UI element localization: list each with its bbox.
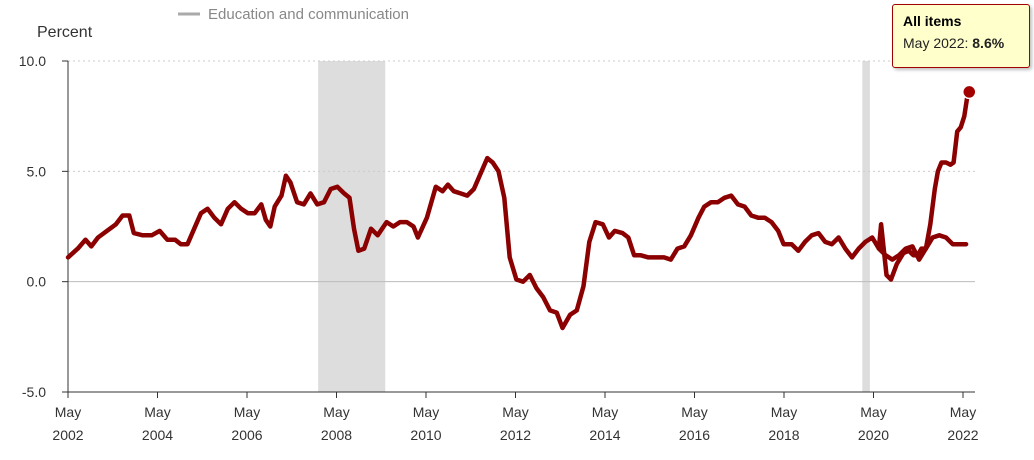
x-tick-label-month: May [681, 404, 707, 420]
x-tick-label-month: May [234, 404, 260, 420]
x-tick-label-year: 2006 [231, 427, 262, 443]
x-tick-label-year: 2020 [858, 427, 889, 443]
y-axis-label: Percent [37, 24, 93, 41]
x-tick-label-year: 2008 [321, 427, 352, 443]
y-tick-label: 5.0 [27, 163, 47, 179]
gridlines [68, 60, 975, 393]
x-tick-label-year: 2012 [500, 427, 531, 443]
x-tick-label-month: May [144, 404, 170, 420]
tooltip-title: All items [903, 13, 962, 29]
x-tick-label-month: May [55, 404, 81, 420]
legend: Education and communication [178, 6, 409, 23]
x-tick-label-month: May [771, 404, 797, 420]
tooltip-body: May 2022: 8.6% [903, 35, 1005, 51]
legend-label: Education and communication [208, 6, 409, 23]
y-tick-label: 10.0 [19, 53, 46, 69]
x-tick-label-year: 2016 [679, 427, 710, 443]
recession-band [862, 61, 870, 392]
x-tick-label-year: 2018 [768, 427, 799, 443]
x-tick-label-month: May [950, 404, 976, 420]
y-tick-label: 0.0 [27, 274, 47, 290]
tooltip-value: 8.6% [972, 35, 1005, 51]
x-tick-label-month: May [502, 404, 528, 420]
x-axis-ticks: May 2002 May 2004 May 2006 May 2008 May 2010 May 20… [52, 392, 979, 443]
x-tick-label-month: May [860, 404, 886, 420]
y-axis-ticks: 10.0 5.0 0.0 -5.0 [19, 53, 68, 400]
x-tick-label-year: 2010 [410, 427, 441, 443]
x-tick-label-month: May [592, 404, 618, 420]
tooltip: All items May 2022: 8.6% [892, 4, 1030, 68]
series-line-tail [876, 89, 972, 282]
x-tick-label-month: May [323, 404, 349, 420]
x-tick-label-year: 2002 [52, 427, 83, 443]
highlight-point [962, 84, 977, 100]
x-tick-label-year: 2014 [589, 427, 620, 443]
series-layer [65, 84, 977, 331]
x-tick-label-year: 2004 [142, 427, 173, 443]
tooltip-date: May 2022 [903, 35, 965, 51]
x-tick-label-year: 2022 [947, 427, 978, 443]
axes [67, 61, 975, 393]
y-tick-label: -5.0 [22, 384, 46, 400]
x-tick-label-month: May [413, 404, 439, 420]
series-line [65, 155, 969, 331]
